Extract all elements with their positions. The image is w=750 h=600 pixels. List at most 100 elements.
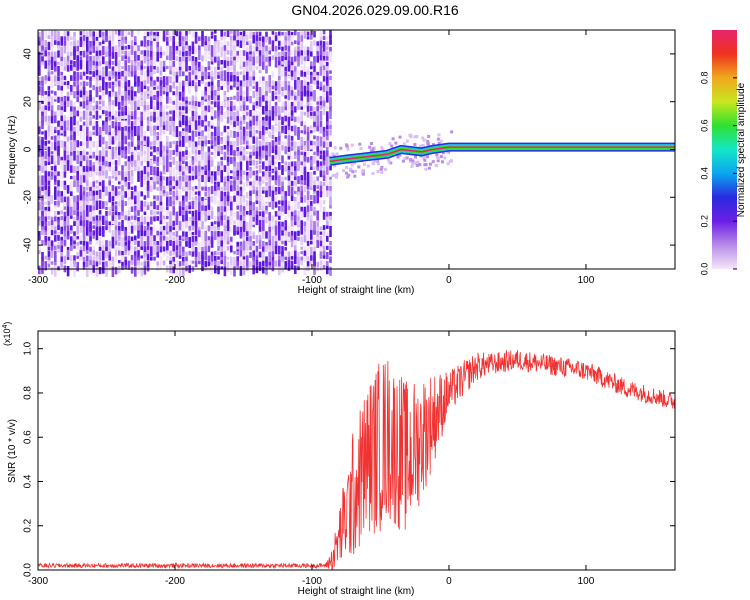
noise-cell xyxy=(217,130,220,137)
noise-cell xyxy=(118,80,121,88)
noise-cell xyxy=(284,250,287,262)
noise-cell xyxy=(143,71,147,79)
ridge-scatter xyxy=(391,137,395,141)
noise-cell xyxy=(162,80,166,89)
noise-cell xyxy=(95,261,99,267)
noise-cell xyxy=(146,66,150,73)
noise-cell xyxy=(255,235,259,244)
ridge-scatter xyxy=(448,159,452,163)
noise-cell xyxy=(137,230,140,239)
noise-cell xyxy=(130,50,134,56)
noise-cell xyxy=(201,65,204,73)
noise-cell xyxy=(162,235,166,241)
noise-cell xyxy=(274,45,278,56)
noise-cell xyxy=(169,125,172,135)
noise-cell xyxy=(63,115,67,125)
noise-cell xyxy=(54,161,57,169)
noise-cell xyxy=(89,231,92,237)
noise-cell xyxy=(54,221,57,230)
noise-cell xyxy=(66,155,70,163)
noise-cell xyxy=(111,196,115,202)
noise-cell xyxy=(319,45,323,54)
noise-cell xyxy=(204,125,207,132)
noise-cell xyxy=(134,240,137,245)
noise-cell xyxy=(143,31,147,36)
noise-cell xyxy=(274,180,278,186)
noise-cell xyxy=(239,40,243,48)
noise-cell xyxy=(284,220,287,226)
noise-cell xyxy=(300,246,303,250)
noise-cell xyxy=(98,150,102,160)
noise-cell xyxy=(326,235,329,242)
noise-cell xyxy=(255,56,259,64)
noise-cell xyxy=(281,70,284,78)
noise-cell xyxy=(57,145,60,157)
noise-cell xyxy=(130,245,134,252)
noise-cell xyxy=(79,161,83,171)
noise-cell xyxy=(105,76,108,80)
noise-cell xyxy=(284,40,287,47)
noise-cell xyxy=(41,200,44,210)
noise-cell xyxy=(70,60,73,65)
noise-cell xyxy=(223,211,227,217)
noise-cell xyxy=(271,165,275,169)
noise-cell xyxy=(38,231,41,240)
noise-cell xyxy=(271,170,275,174)
noise-cell xyxy=(281,196,284,202)
noise-cell xyxy=(98,210,102,215)
noise-cell xyxy=(329,86,332,95)
noise-cell xyxy=(233,166,236,176)
noise-cell xyxy=(300,220,303,231)
noise-cell xyxy=(98,240,102,251)
noise-cell xyxy=(265,155,268,162)
noise-cell xyxy=(319,81,323,91)
noise-cell xyxy=(214,166,217,171)
noise-cell xyxy=(89,240,92,245)
noise-cell xyxy=(73,210,76,216)
noise-cell xyxy=(246,140,249,145)
noise-cell xyxy=(159,235,163,244)
noise-cell xyxy=(159,85,163,93)
noise-cell xyxy=(233,256,236,267)
noise-cell xyxy=(92,181,95,189)
noise-cell xyxy=(118,250,121,256)
noise-cell xyxy=(86,110,89,117)
noise-cell xyxy=(210,211,214,219)
noise-cell xyxy=(89,181,92,189)
noise-cell xyxy=(162,130,166,135)
noise-cell xyxy=(137,166,140,171)
noise-cell xyxy=(271,195,275,203)
noise-cell xyxy=(310,71,313,76)
noise-cell xyxy=(159,60,163,72)
noise-cell xyxy=(73,36,76,42)
noise-cell xyxy=(102,95,105,103)
noise-cell xyxy=(210,171,214,180)
noise-cell xyxy=(226,185,230,192)
noise-cell xyxy=(86,41,89,52)
noise-cell xyxy=(236,110,239,118)
noise-cell xyxy=(278,165,281,171)
noise-cell xyxy=(82,220,86,229)
noise-cell xyxy=(82,175,86,183)
noise-cell xyxy=(95,165,99,172)
noise-cell xyxy=(246,200,249,208)
noise-cell xyxy=(111,130,115,142)
noise-cell xyxy=(47,125,51,133)
noise-cell xyxy=(329,256,332,263)
noise-cell xyxy=(230,101,233,108)
noise-cell xyxy=(316,240,319,248)
noise-cell xyxy=(169,110,172,115)
noise-cell xyxy=(201,247,204,254)
noise-cell xyxy=(236,185,239,196)
noise-cell xyxy=(63,66,67,71)
noise-cell xyxy=(242,45,246,50)
noise-cell xyxy=(159,246,163,253)
noise-cell xyxy=(124,181,127,191)
noise-cell xyxy=(198,201,201,208)
noise-cell xyxy=(278,260,281,270)
noise-cell xyxy=(66,51,70,56)
noise-cell xyxy=(153,140,156,146)
noise-cell xyxy=(50,130,54,140)
noise-cell xyxy=(310,186,313,190)
noise-cell xyxy=(95,226,99,235)
